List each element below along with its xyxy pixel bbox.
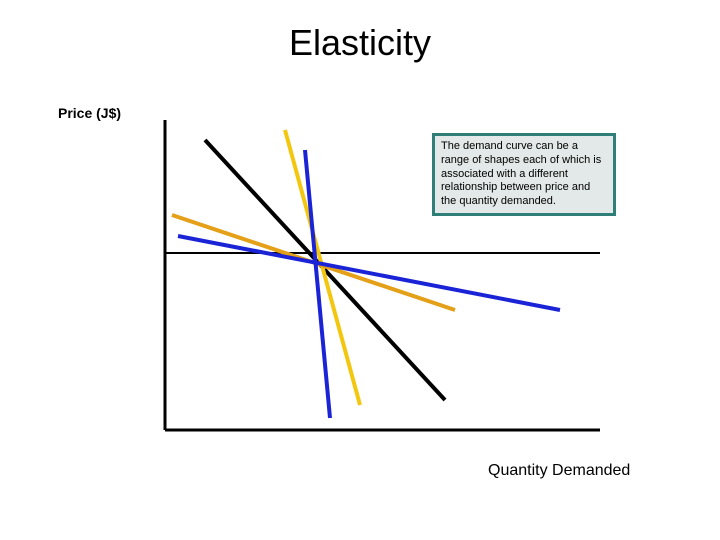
callout-box: The demand curve can be a range of shape… xyxy=(432,133,616,216)
demand-blue-flat xyxy=(178,236,560,310)
elasticity-chart xyxy=(0,0,720,540)
slide: Elasticity Price (J$) Quantity Demanded … xyxy=(0,0,720,540)
